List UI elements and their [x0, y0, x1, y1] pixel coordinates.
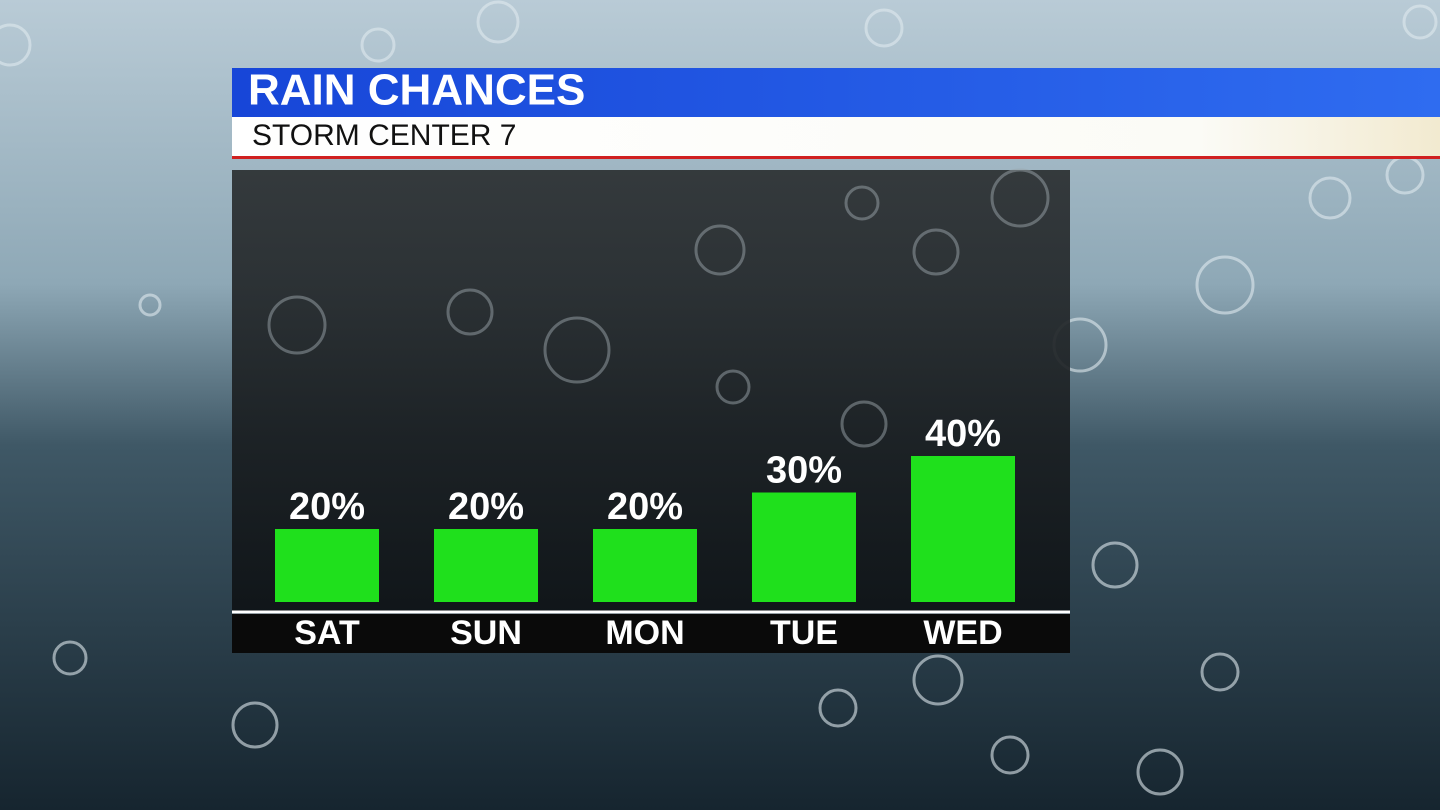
x-tick-label: SAT — [294, 614, 360, 652]
bar — [752, 492, 856, 602]
title-banner — [232, 68, 1440, 117]
panel-raindrops — [267, 168, 1050, 448]
x-tick-label: SUN — [450, 614, 522, 652]
subtitle-banner — [232, 117, 1440, 157]
x-tick-label: TUE — [770, 614, 838, 652]
bar — [911, 456, 1015, 602]
x-tick-label: MON — [605, 614, 684, 652]
x-tick-label: WED — [923, 614, 1002, 652]
data-label: 20% — [607, 486, 683, 528]
data-label: 20% — [289, 486, 365, 528]
bar — [593, 529, 697, 602]
chart-title: RAIN CHANCES — [248, 66, 585, 115]
data-label: 20% — [448, 486, 524, 528]
banner-rule — [232, 156, 1440, 159]
chart-subtitle: STORM CENTER 7 — [252, 119, 516, 152]
bar — [434, 529, 538, 602]
bar — [275, 529, 379, 602]
data-label: 30% — [766, 450, 842, 492]
category-strip — [232, 614, 1070, 653]
data-label: 40% — [925, 413, 1001, 455]
